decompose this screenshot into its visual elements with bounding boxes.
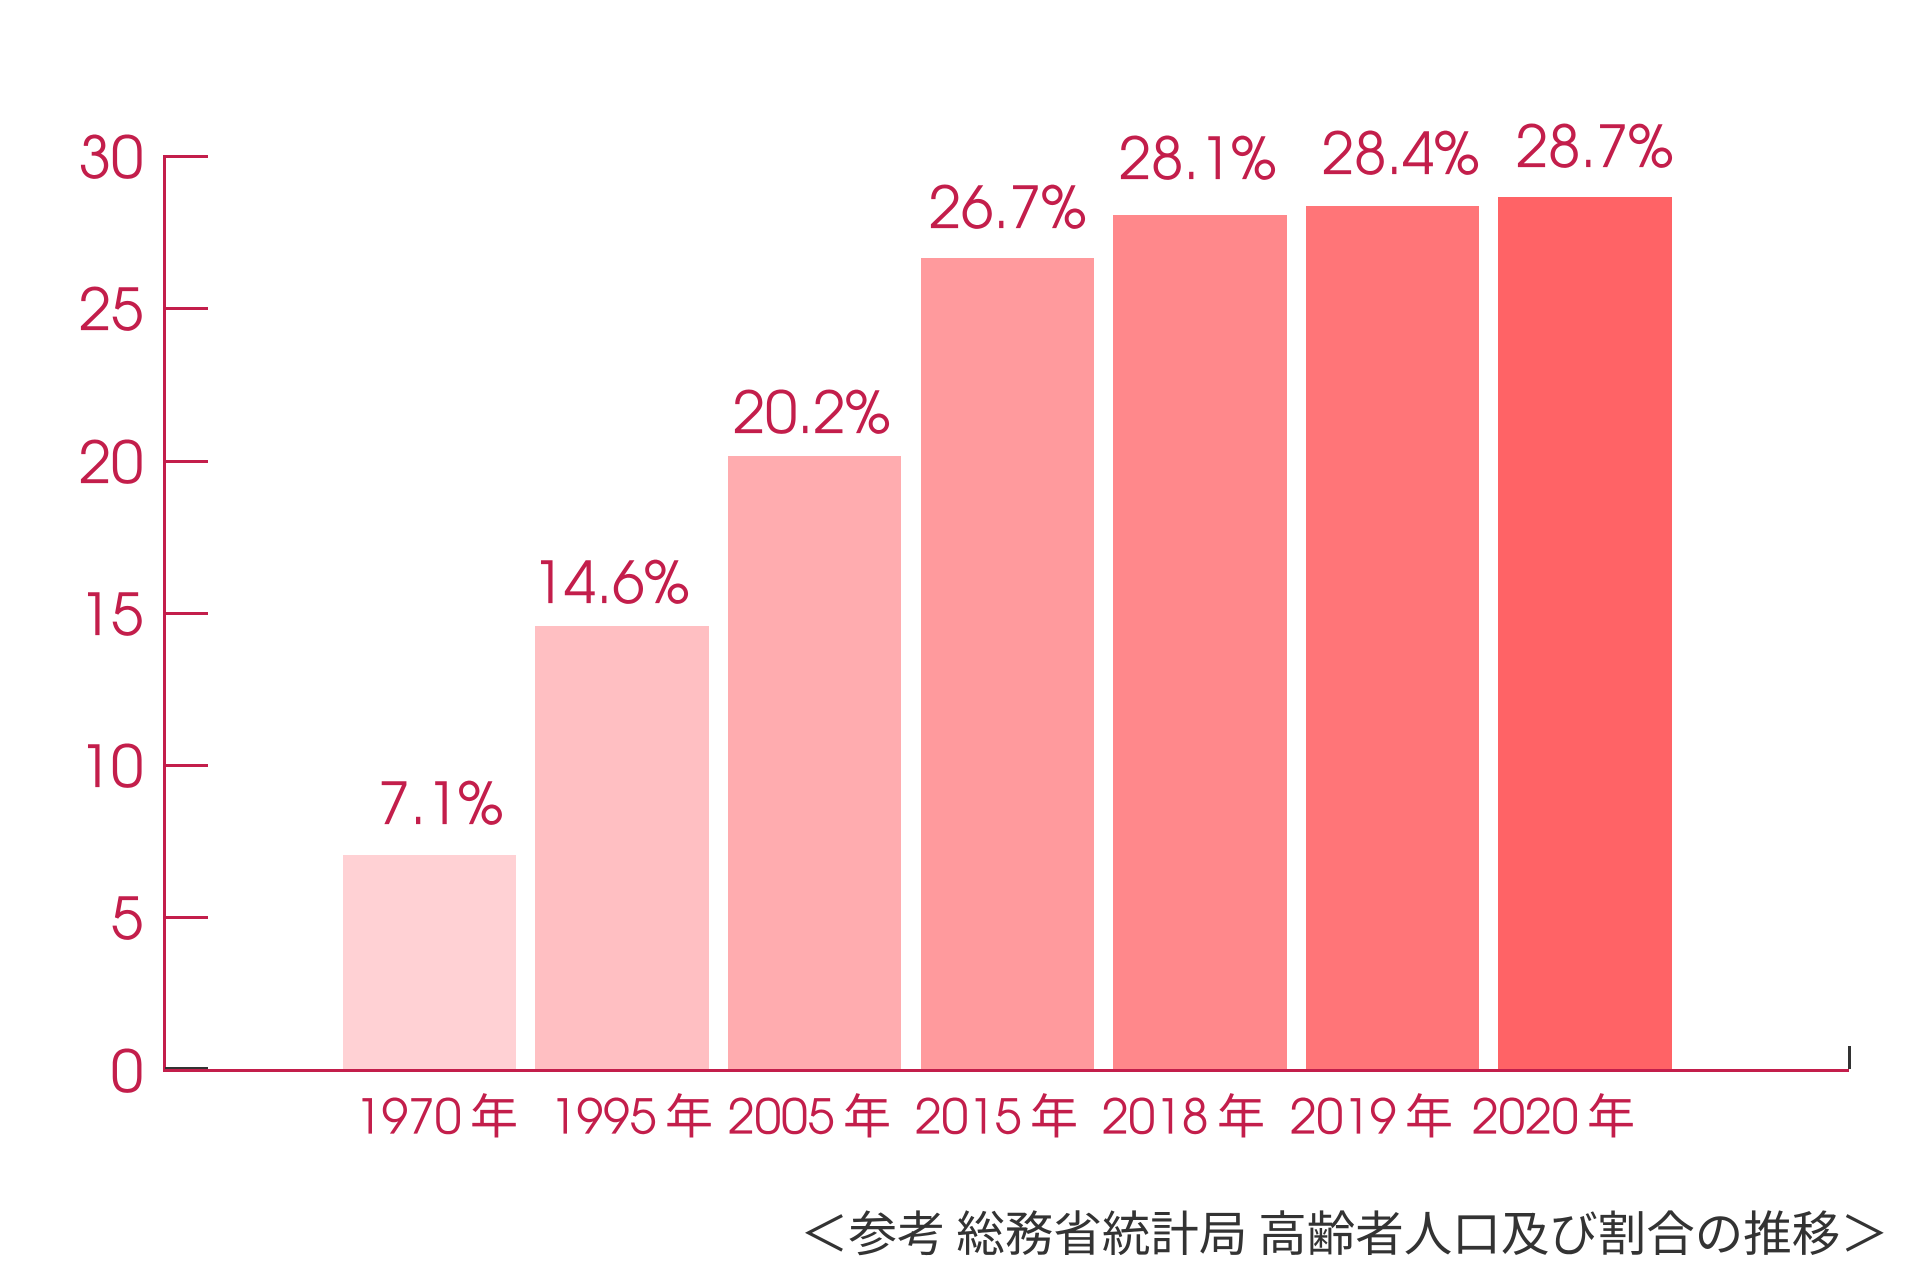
- source-caption: [800, 1205, 1889, 1266]
- bar-2: [535, 626, 709, 1072]
- bar-5: [1113, 215, 1287, 1072]
- y-axis-tick-label-10: [79, 732, 144, 805]
- value-label-3: [733, 378, 891, 451]
- value-label-4: [929, 173, 1087, 246]
- category-label-7: [1472, 1088, 1636, 1148]
- value-label-5: [1119, 124, 1277, 197]
- y-axis-tick-5: [166, 916, 209, 920]
- x-axis-zero-tick: [165, 1067, 208, 1069]
- y-axis-tick-20: [166, 459, 209, 463]
- y-axis-tick-label-20: [79, 428, 144, 501]
- category-label-6: [1290, 1088, 1454, 1148]
- category-label-4: [915, 1088, 1079, 1148]
- x-axis-line: [163, 1068, 1850, 1072]
- x-axis-end-tick: [1848, 1046, 1851, 1069]
- category-label-1: [355, 1088, 519, 1148]
- y-axis-tick-label-30: [79, 123, 144, 196]
- y-axis-tick-30: [166, 155, 209, 158]
- bar-4: [920, 257, 1095, 1072]
- value-label-2: [532, 548, 690, 621]
- value-label-7: [1516, 112, 1674, 185]
- category-label-5: [1102, 1088, 1266, 1148]
- value-label-1: [378, 769, 504, 842]
- y-axis-line: [163, 155, 167, 1072]
- y-axis-tick-label-15: [79, 580, 144, 653]
- y-axis-tick-label-25: [79, 275, 144, 348]
- value-label-6: [1322, 119, 1480, 192]
- bar-7: [1498, 197, 1672, 1072]
- y-axis-tick-label-0: [111, 1037, 144, 1110]
- bar-1: [342, 854, 517, 1072]
- y-axis-tick-25: [166, 307, 209, 311]
- y-axis-tick-label-5: [111, 884, 144, 957]
- category-label-2: [550, 1088, 714, 1148]
- category-label-3: [728, 1088, 892, 1148]
- bar-3: [727, 455, 902, 1072]
- bar-6: [1305, 206, 1480, 1072]
- y-axis-tick-15: [166, 611, 209, 615]
- y-axis-tick-10: [166, 764, 209, 767]
